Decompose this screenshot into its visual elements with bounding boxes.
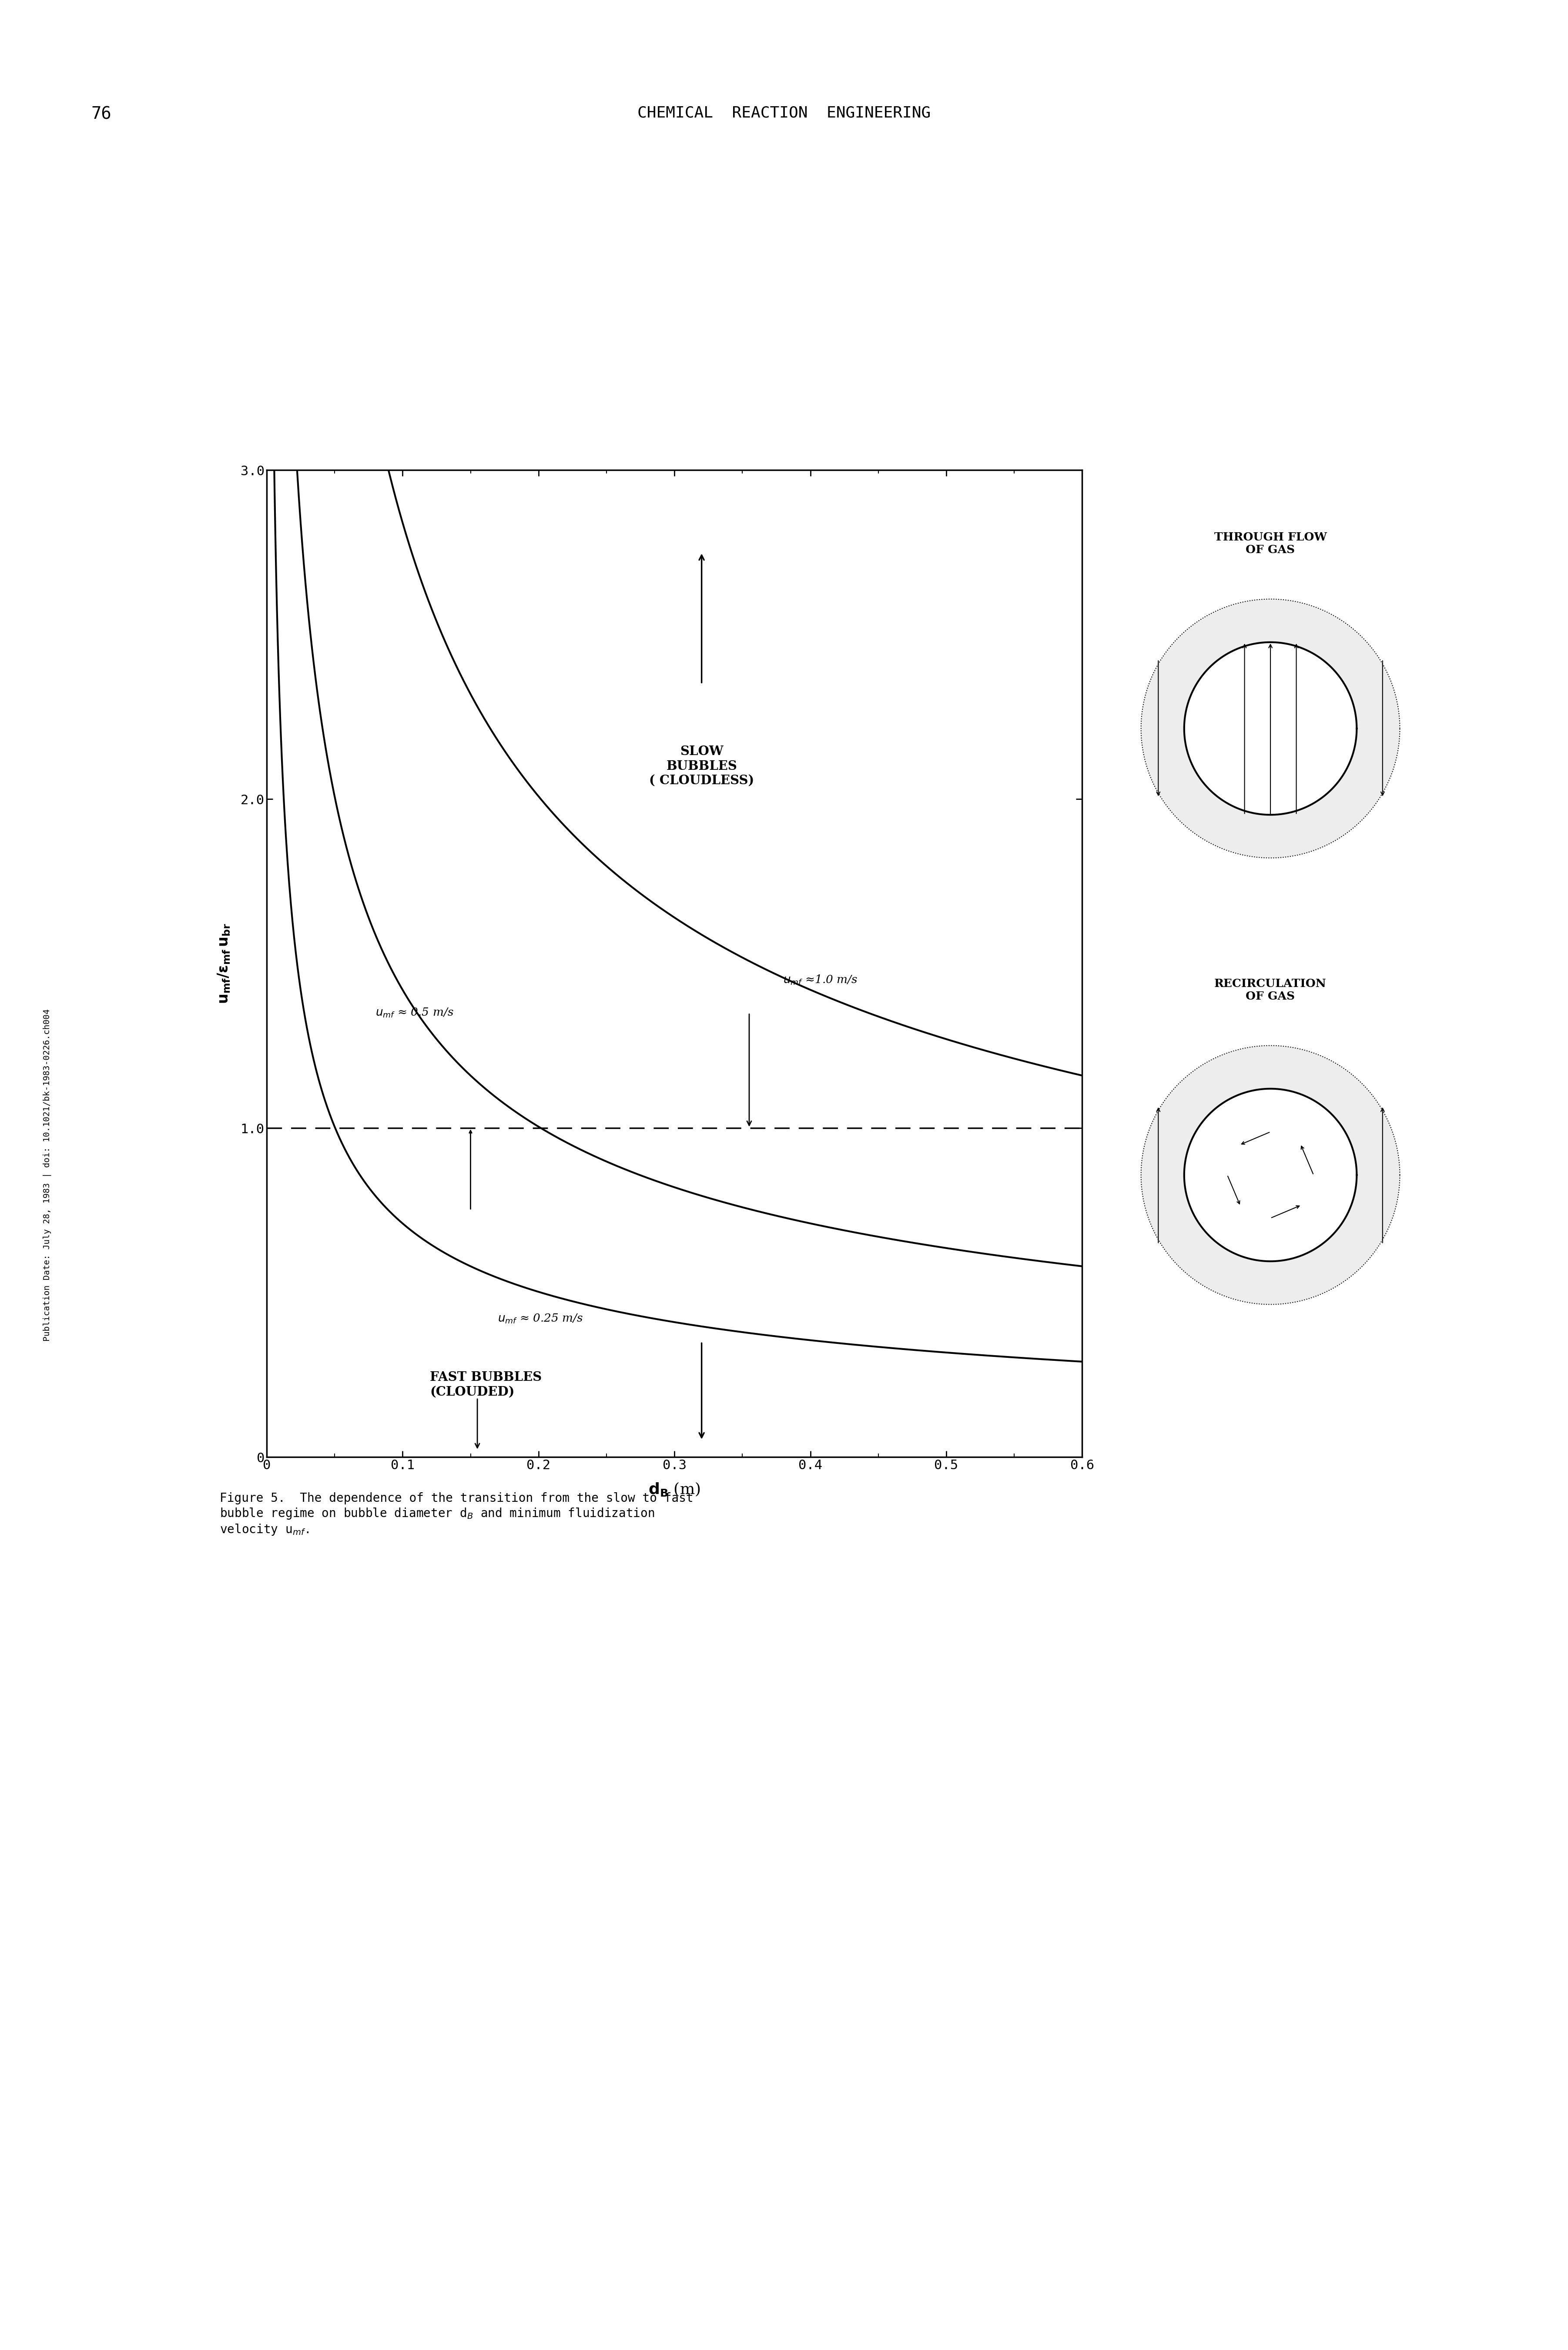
Polygon shape [1184,1088,1356,1262]
Text: Figure 5.  The dependence of the transition from the slow to fast
bubble regime : Figure 5. The dependence of the transiti… [220,1492,693,1537]
Text: $u_{mf}$ ≈1.0 m/s: $u_{mf}$ ≈1.0 m/s [782,973,858,987]
Title: RECIRCULATION
OF GAS: RECIRCULATION OF GAS [1214,978,1327,1001]
Text: $u_{mf}$ ≈ 0.5 m/s: $u_{mf}$ ≈ 0.5 m/s [375,1006,453,1020]
Polygon shape [1184,642,1356,815]
Text: $u_{mf}$ ≈ 0.25 m/s: $u_{mf}$ ≈ 0.25 m/s [497,1314,583,1325]
X-axis label: $\mathbf{d_B}$ (m): $\mathbf{d_B}$ (m) [648,1480,701,1497]
Polygon shape [1142,599,1399,858]
Text: CHEMICAL  REACTION  ENGINEERING: CHEMICAL REACTION ENGINEERING [637,106,931,120]
Text: FAST BUBBLES
(CLOUDED): FAST BUBBLES (CLOUDED) [430,1370,541,1398]
Y-axis label: $\mathbf{u_{mf}/\epsilon_{mf}\, u_{br}}$: $\mathbf{u_{mf}/\epsilon_{mf}\, u_{br}}$ [216,924,232,1003]
Text: 76: 76 [91,106,111,122]
Polygon shape [1142,1046,1399,1304]
Text: SLOW
BUBBLES
( CLOUDLESS): SLOW BUBBLES ( CLOUDLESS) [649,745,754,787]
Text: Publication Date: July 28, 1983 | doi: 10.1021/bk-1983-0226.ch004: Publication Date: July 28, 1983 | doi: 1… [42,1008,52,1342]
Title: THROUGH FLOW
OF GAS: THROUGH FLOW OF GAS [1214,531,1327,555]
